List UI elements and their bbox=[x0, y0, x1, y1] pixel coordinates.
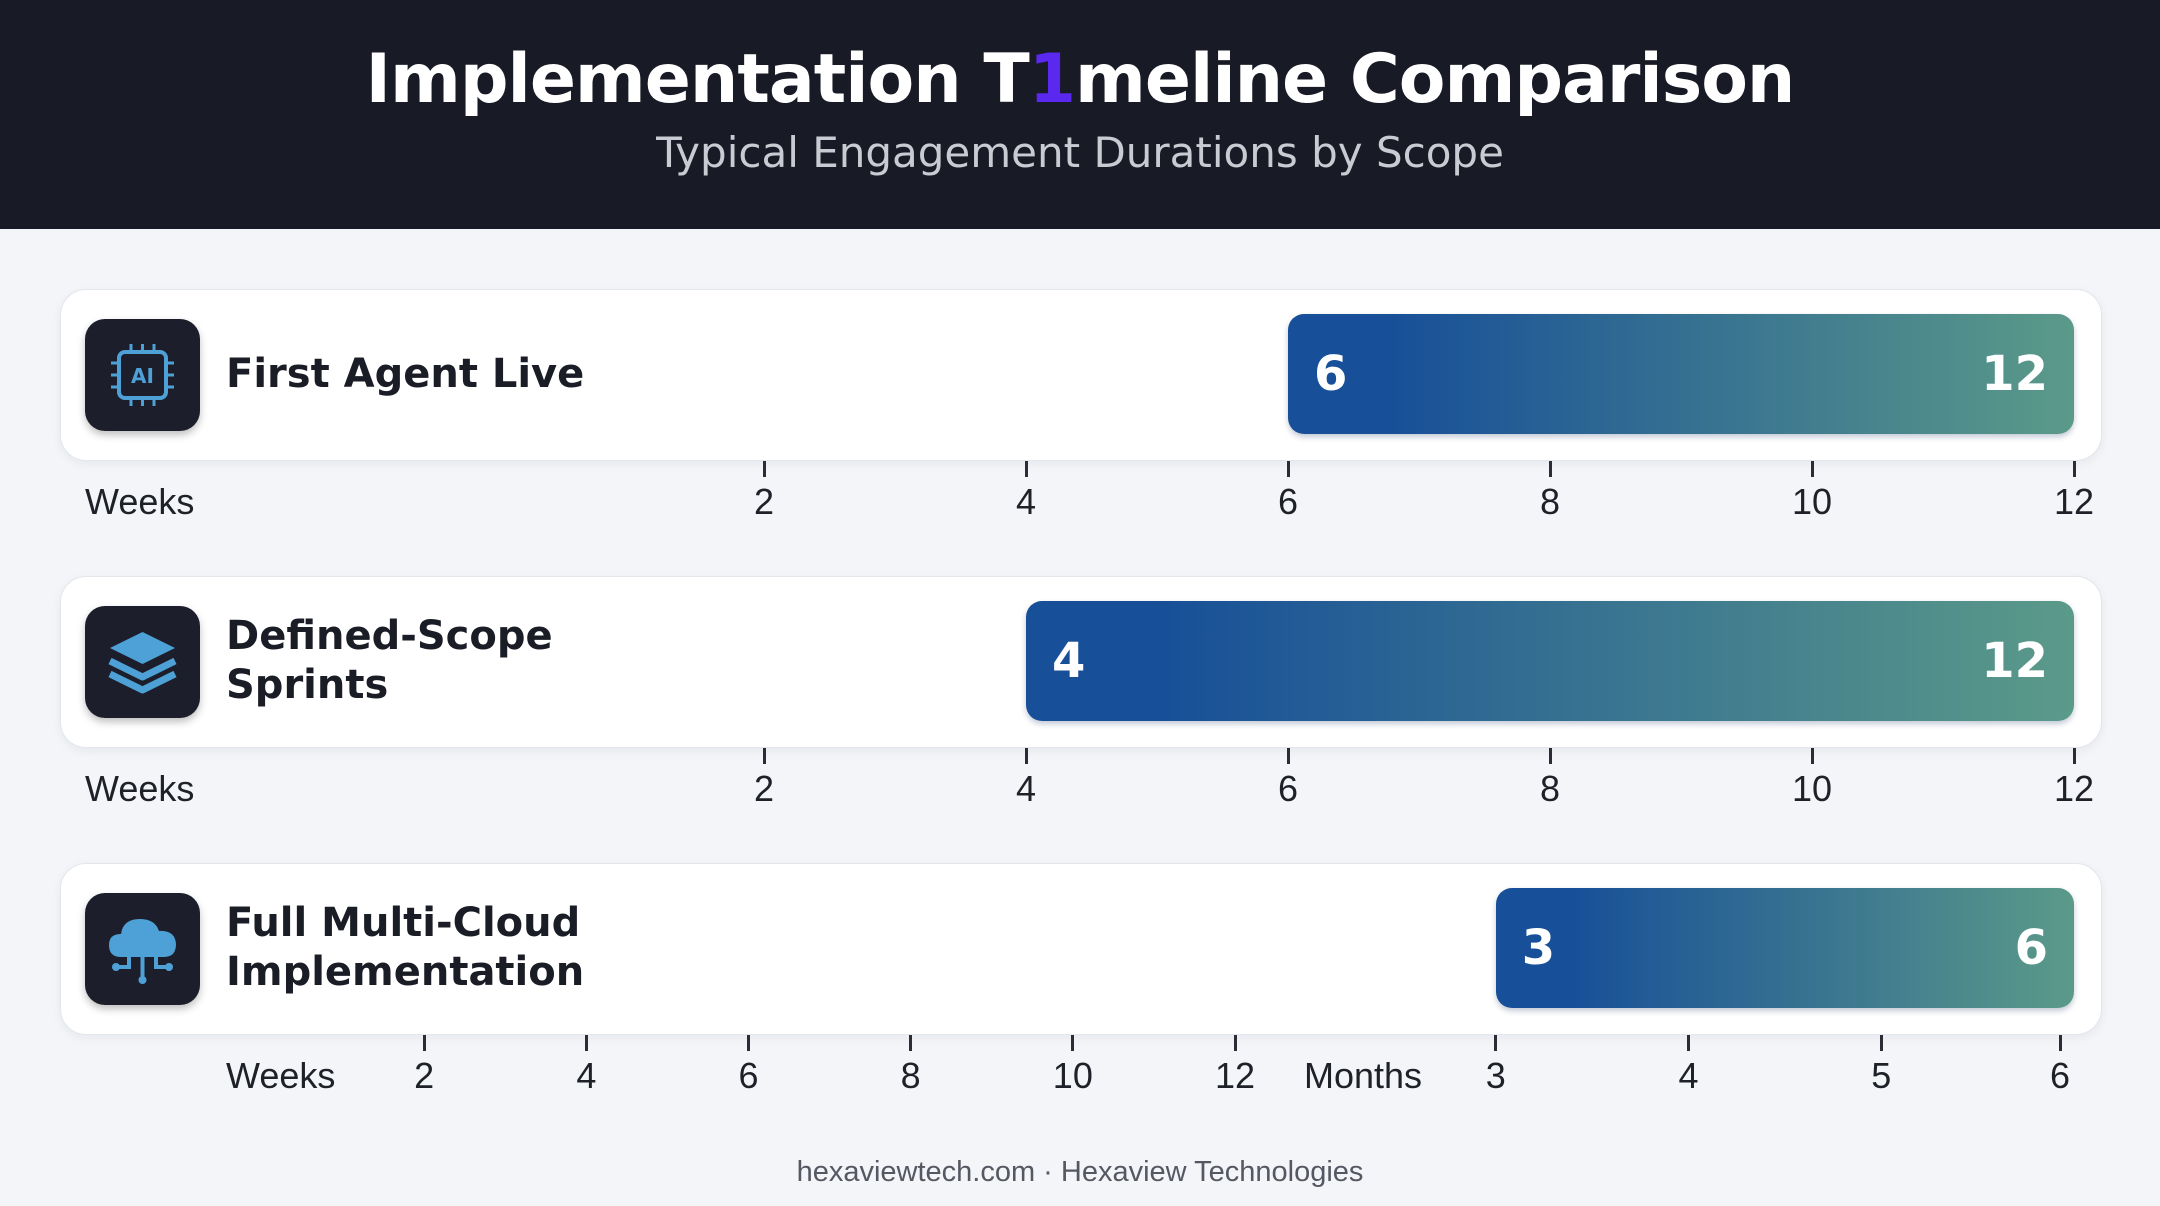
axis-tick bbox=[1548, 748, 1552, 764]
axis-tick-label: 3 bbox=[1485, 1055, 1506, 1096]
axis-tick-label: 2 bbox=[414, 1055, 435, 1096]
row-label: Full Multi-Cloud Implementation bbox=[226, 900, 585, 995]
header-banner: Implementation T1meline Comparison Typic… bbox=[0, 0, 2160, 229]
bar-end-label: 12 bbox=[1981, 633, 2048, 689]
row-label: Defined-Scope Sprints bbox=[226, 613, 553, 708]
axis-tick bbox=[762, 461, 766, 477]
axis-tick bbox=[1687, 1035, 1690, 1051]
axis-unit-label: Months bbox=[1304, 1055, 1423, 1096]
axis-tick bbox=[1233, 1035, 1237, 1051]
ai-chip-icon: AI bbox=[85, 319, 200, 431]
bar-start-label: 3 bbox=[1521, 920, 1556, 976]
axis-tick-label: 12 bbox=[1214, 1055, 1256, 1096]
layers-icon bbox=[85, 606, 200, 718]
axis-unit-label: Weeks bbox=[85, 481, 195, 522]
axis-tick-label: 4 bbox=[1015, 768, 1037, 809]
axis-tick-label: 6 bbox=[1277, 481, 1299, 522]
axis-tick-label: 10 bbox=[1791, 768, 1833, 809]
bar-start-label: 4 bbox=[1052, 633, 1086, 689]
axis-tick bbox=[1024, 461, 1028, 477]
axis-tick bbox=[422, 1035, 426, 1051]
title-text-end: meline Comparison bbox=[1075, 40, 1795, 119]
axis-tick bbox=[1286, 748, 1290, 764]
axis-tick-label: 6 bbox=[738, 1055, 759, 1096]
axis-tick bbox=[1494, 1035, 1498, 1051]
axis-unit-label: Weeks bbox=[226, 1055, 336, 1096]
cloud-network-icon bbox=[85, 893, 200, 1005]
axis-tick bbox=[1810, 461, 1814, 477]
axis-tick-label: 2 bbox=[753, 768, 775, 809]
axis-tick bbox=[762, 748, 766, 764]
axis-tick bbox=[1548, 461, 1552, 477]
axis-tick bbox=[747, 1035, 750, 1051]
axis-tick-label: 6 bbox=[1277, 768, 1299, 809]
axis-tick bbox=[2072, 748, 2076, 764]
axis-tick-label: 8 bbox=[1539, 768, 1561, 809]
axis-tick bbox=[1879, 1035, 1883, 1051]
footer-credit: hexaviewtech.com · Hexaview Technologies bbox=[796, 1156, 1364, 1188]
axis-tick-label: 8 bbox=[1539, 481, 1561, 522]
axis-tick-label: 12 bbox=[2053, 481, 2095, 522]
axis-unit-label: Weeks bbox=[85, 768, 195, 809]
axis-tick bbox=[1024, 748, 1028, 764]
axis-tick bbox=[1071, 1035, 1075, 1051]
bar-end-label: 12 bbox=[1981, 346, 2048, 402]
duration-bar: 4 12 bbox=[1026, 601, 2074, 721]
axis-tick bbox=[2058, 1035, 2062, 1051]
row-label: First Agent Live bbox=[226, 350, 585, 397]
axis-tick bbox=[1810, 748, 1814, 764]
axis-tick bbox=[1286, 461, 1290, 477]
chart-subtitle: Typical Engagement Durations by Scope bbox=[656, 128, 1504, 177]
title-text-start: Implementation T bbox=[365, 40, 1030, 119]
axis-tick bbox=[909, 1035, 913, 1051]
duration-bar: 6 12 bbox=[1288, 314, 2074, 434]
bar-end-label: 6 bbox=[2014, 920, 2048, 976]
axis-tick-label: 6 bbox=[2049, 1055, 2071, 1096]
axis-tick-label: 4 bbox=[1678, 1055, 1699, 1096]
title-highlight-digit: 1 bbox=[1028, 40, 1076, 119]
bar-start-label: 6 bbox=[1314, 346, 1348, 402]
chart-title: Implementation T1meline Comparison bbox=[0, 40, 2160, 119]
axis-tick-label: 4 bbox=[576, 1055, 597, 1096]
axis-tick bbox=[584, 1035, 588, 1051]
axis-tick-label: 2 bbox=[753, 481, 775, 522]
axis-tick-label: 10 bbox=[1791, 481, 1833, 522]
axis-tick-label: 10 bbox=[1052, 1055, 1093, 1096]
axis-tick-label: 8 bbox=[900, 1055, 921, 1096]
axis-tick-label: 4 bbox=[1015, 481, 1037, 522]
axis-tick-label: 5 bbox=[1871, 1055, 1892, 1096]
axis-tick-label: 12 bbox=[2053, 768, 2095, 809]
svg-text:AI: AI bbox=[131, 364, 154, 388]
axis-tick bbox=[2072, 461, 2076, 477]
